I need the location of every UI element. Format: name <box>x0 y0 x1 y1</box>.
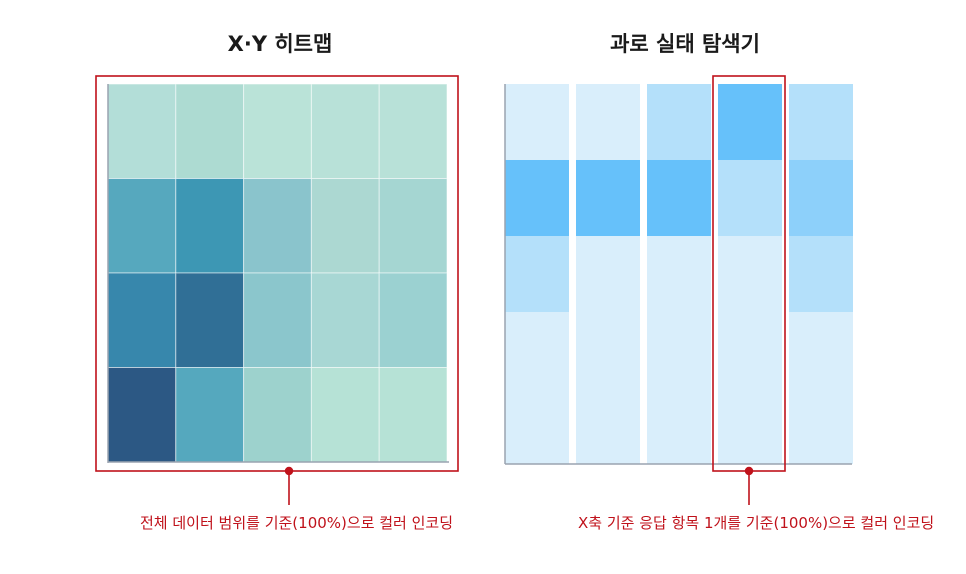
explorer-cell <box>505 388 569 464</box>
explorer-cell <box>789 160 853 236</box>
heatmap-cell <box>310 83 380 179</box>
heatmap-cell <box>310 178 380 274</box>
explorer-cell <box>505 84 569 160</box>
heatmap-cell <box>175 272 245 368</box>
heatmap-cell <box>107 178 177 274</box>
heatmap-cell <box>243 83 312 179</box>
explorer-cell <box>718 312 782 388</box>
explorer-cell <box>647 312 711 388</box>
explorer-cell <box>576 236 640 312</box>
annotation-overlays <box>95 75 786 505</box>
explorer-title: 과로 실태 탐색기 <box>610 32 760 56</box>
heatmap-cell <box>107 367 177 463</box>
heatmap-cell <box>175 83 245 179</box>
explorer-cell <box>718 84 782 160</box>
heatmap-title: X·Y 히트맵 <box>227 32 333 56</box>
explorer-cell <box>647 160 711 236</box>
heatmap-highlight-box <box>95 75 459 472</box>
explorer-cell <box>789 312 853 388</box>
explorer-cell <box>718 388 782 464</box>
explorer-cell <box>576 160 640 236</box>
explorer-cell <box>505 160 569 236</box>
heatmap-caption: 전체 데이터 범위를 기준(100%)으로 컬러 인코딩 <box>140 514 454 532</box>
explorer-cell <box>789 84 853 160</box>
explorer-cell <box>789 236 853 312</box>
explorer-cell <box>647 236 711 312</box>
heatmap-cell <box>175 178 245 274</box>
explorer-cell <box>505 312 569 388</box>
heatmap-cell <box>243 178 312 274</box>
explorer-cell <box>647 388 711 464</box>
explorer-grid <box>504 84 853 465</box>
heatmap-cell <box>243 272 312 368</box>
heatmap-cell <box>175 367 245 463</box>
heatmap-cell <box>310 272 380 368</box>
explorer-caption: X축 기준 응답 항목 1개를 기준(100%)으로 컬러 인코딩 <box>578 514 935 532</box>
explorer-cell <box>789 388 853 464</box>
heatmap-cell <box>243 367 312 463</box>
explorer-cell <box>576 312 640 388</box>
explorer-cell <box>576 388 640 464</box>
heatmap-cell <box>107 83 177 179</box>
heatmap-cell <box>378 272 448 368</box>
explorer-cell <box>576 84 640 160</box>
heatmap-cell <box>310 367 380 463</box>
explorer-cell <box>718 160 782 236</box>
heatmap-cell <box>378 178 448 274</box>
heatmap-cell <box>107 272 177 368</box>
explorer-cell <box>647 84 711 160</box>
explorer-cell <box>505 236 569 312</box>
heatmap-cell <box>378 367 448 463</box>
heatmap-grid <box>107 83 449 463</box>
heatmap-cell <box>378 83 448 179</box>
explorer-cell <box>718 236 782 312</box>
